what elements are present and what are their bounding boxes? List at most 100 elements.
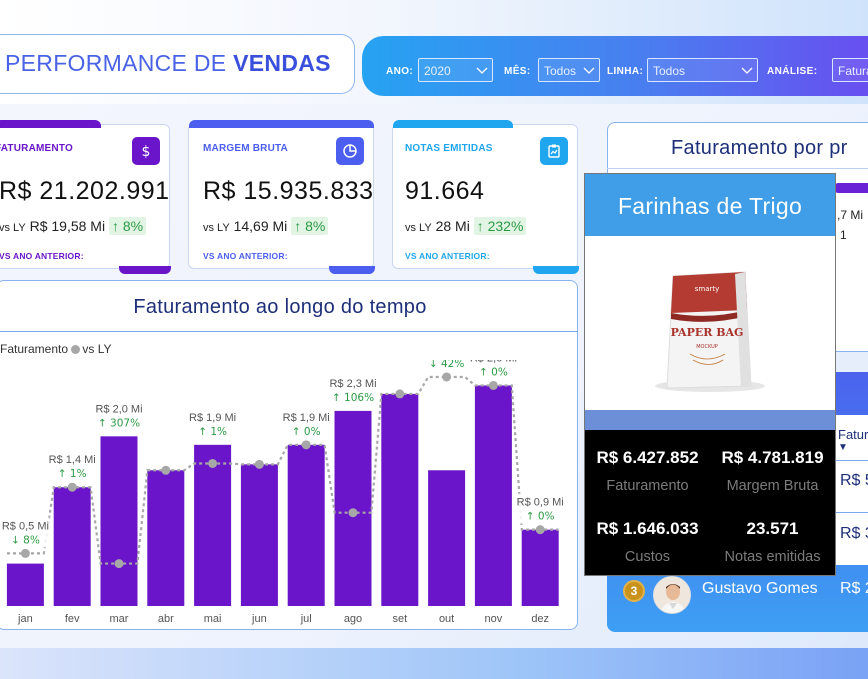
- bar-jun[interactable]: [240, 464, 278, 606]
- sort-desc-icon: ▼: [838, 442, 848, 453]
- data-label-value: R$ 1,9 Mi: [283, 412, 330, 424]
- kpi-accent: [329, 266, 375, 274]
- vs-ly-point[interactable]: [161, 465, 171, 475]
- data-label-bg: [516, 493, 565, 524]
- page-title: PERFORMANCE DE VENDAS: [5, 50, 331, 77]
- x-tick-label: jul: [300, 613, 312, 625]
- bar-mai[interactable]: [194, 444, 232, 606]
- kpi-delta-badge: ↑ 8%: [291, 217, 329, 235]
- rank-name: Gustavo Gomes: [702, 580, 818, 597]
- tooltip-margem-value: R$ 4.781.819: [721, 448, 824, 467]
- data-label-value: R$ 2,6 Mi: [470, 360, 517, 364]
- data-label-value: R$ 0,5 Mi: [2, 520, 49, 532]
- vs-ly-point[interactable]: [488, 380, 498, 390]
- kpi-label: NOTAS EMITIDAS: [405, 143, 493, 154]
- product-sub: MOCKUP: [696, 344, 718, 350]
- ano-select[interactable]: 2020: [418, 58, 493, 82]
- analise-label: ANÁLISE:: [767, 66, 818, 77]
- vs-ly-point[interactable]: [114, 559, 124, 569]
- x-tick-label: set: [392, 613, 407, 625]
- tooltip-custos-label: Custos: [624, 549, 671, 565]
- ranking-table: [835, 415, 868, 565]
- bar-abr[interactable]: [147, 470, 185, 606]
- bar-nov[interactable]: [474, 385, 512, 606]
- tooltip-faturamento-label: Faturamento: [606, 478, 689, 494]
- table-column-header-label: Fatur: [838, 427, 868, 442]
- kpi-value: R$ 21.202.991: [0, 177, 170, 205]
- right-chart-title: Faturamento por pr: [671, 137, 848, 159]
- kpi-card-notas-emitidas: NOTAS EMITIDAS 91.664 vs LY 28 Mi ↑ 232%…: [392, 120, 579, 274]
- clipboard-chart-icon: [540, 137, 568, 165]
- chart-legend[interactable]: Faturamento vs LY: [0, 342, 112, 356]
- ano-select-value: 2020: [424, 64, 451, 78]
- bar-mar[interactable]: [100, 436, 138, 606]
- product-text: PAPER BAG: [671, 326, 744, 339]
- bottom-band: [0, 648, 868, 679]
- kpi-tab: [0, 120, 101, 128]
- vs-ly-point[interactable]: [20, 548, 30, 558]
- kpi-card-faturamento: FATURAMENTO $ R$ 21.202.991 vs LY R$ 19,…: [0, 120, 171, 274]
- product-bar[interactable]: [835, 183, 868, 193]
- title-box: [0, 34, 355, 94]
- x-tick-label: jan: [17, 613, 33, 625]
- vs-ly-point[interactable]: [67, 482, 77, 492]
- analise-select[interactable]: Faturamento: [832, 58, 868, 82]
- kpi-value: 91.664: [405, 177, 485, 205]
- table-divider: [835, 460, 868, 461]
- vs-ly-point[interactable]: [535, 525, 545, 535]
- kpi-accent: [533, 266, 579, 274]
- kpi-ly-value: 14,69 Mi: [233, 218, 288, 234]
- bar-set[interactable]: [381, 393, 419, 606]
- vs-ly-point[interactable]: [395, 389, 405, 399]
- data-label-delta: ↑ 1%: [198, 426, 227, 438]
- data-label-bg: [329, 374, 377, 405]
- bar-jul[interactable]: [287, 444, 325, 606]
- x-tick-label: mai: [204, 613, 222, 625]
- data-label-bg: [95, 400, 143, 431]
- vs-ly-point[interactable]: [208, 458, 218, 468]
- table-column-header[interactable]: Fatur ▼: [838, 427, 868, 453]
- svg-text:$: $: [142, 144, 151, 159]
- linha-select-value: Todos: [653, 64, 686, 78]
- avatar: [653, 576, 691, 614]
- tooltip-title: Farinhas de Trigo: [585, 174, 835, 236]
- chevron-down-icon: [476, 64, 488, 74]
- kpi-vs-ly: vs LY 14,69 Mi ↑ 8%: [203, 217, 329, 235]
- tooltip-notas-value: 23.571: [746, 519, 799, 538]
- filter-bar: [362, 36, 868, 96]
- mes-select[interactable]: Todos: [538, 58, 600, 82]
- kpi-ly-value: 28 Mi: [435, 218, 470, 234]
- tooltip-margem-label: Margem Bruta: [726, 478, 819, 494]
- legend-vs-ly: vs LY: [82, 342, 112, 356]
- bar-out[interactable]: [428, 470, 466, 606]
- data-label-bg: [422, 360, 471, 371]
- x-tick-label: ago: [344, 613, 362, 625]
- product-tooltip: Farinhas de Trigo smarty PAPER BAG MOCKU…: [584, 173, 836, 576]
- page-title-bold: VENDAS: [233, 50, 331, 76]
- kpi-label: FATURAMENTO: [0, 143, 73, 154]
- kpi-card-margem-bruta: MARGEM BRUTA R$ 15.935.833 vs LY 14,69 M…: [188, 120, 375, 274]
- vs-ly-point[interactable]: [348, 508, 358, 518]
- kpi-ly-value: R$ 19,58 Mi: [29, 218, 106, 234]
- rank-value: R$ 2: [840, 580, 868, 597]
- bar-jan[interactable]: [6, 563, 44, 606]
- kpi-ly-prefix: vs LY: [405, 222, 432, 234]
- data-label-delta: ↑ 0%: [526, 511, 555, 523]
- bar-chart[interactable]: jan fev mar abr mai jun jul ago set out nov dez R$ 0…: [0, 360, 578, 630]
- product-image: smarty PAPER BAG MOCKUP: [585, 236, 835, 410]
- vs-ly-point[interactable]: [254, 459, 264, 469]
- data-label-bg: [282, 408, 331, 439]
- mes-select-value: Todos: [544, 64, 577, 78]
- kpi-delta-badge: ↑ 8%: [108, 217, 147, 235]
- vs-ly-point[interactable]: [301, 440, 311, 450]
- right-chart-divider: [607, 168, 868, 169]
- kpi-footer: VS ANO ANTERIOR:: [203, 251, 288, 261]
- data-label-delta: ↑ 307%: [98, 417, 140, 429]
- product-bar-label: 1: [840, 228, 847, 242]
- bar-dez[interactable]: [521, 529, 559, 606]
- tooltip-strip: [585, 410, 835, 430]
- linha-select[interactable]: Todos: [647, 58, 758, 82]
- bar-fev[interactable]: [53, 487, 91, 606]
- vs-ly-point[interactable]: [442, 372, 452, 382]
- data-label-delta: ↑ 106%: [332, 392, 374, 404]
